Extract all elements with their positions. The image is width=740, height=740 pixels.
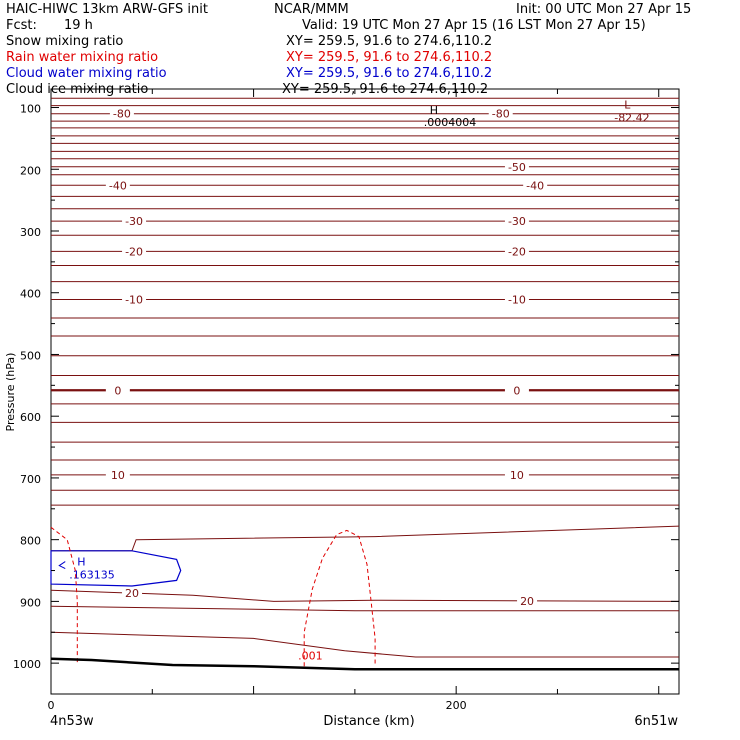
header-title: HAIC-HIWC 13km ARW-GFS init (6, 2, 208, 17)
header-init: Init: 00 UTC Mon 27 Apr 15 (516, 2, 691, 17)
endpoint-right: 6n51w (634, 714, 678, 729)
contour-label-24-1: 0 (513, 384, 520, 397)
field-name-rain: Rain water mixing ratio (6, 50, 158, 65)
field-name-cloud-water: Cloud water mixing ratio (6, 66, 167, 81)
contour-label-bg-24-1 (504, 384, 529, 397)
contour-label-bg-29-0 (105, 468, 130, 481)
field-xy-cloud-water: XY= 259.5, 91.6 to 274.6,110.2 (286, 66, 492, 81)
contour-label-19-1: -10 (508, 294, 526, 307)
field-xy-snow: XY= 259.5, 91.6 to 274.6,110.2 (286, 34, 492, 49)
contour-label-bg-11-1 (523, 179, 548, 192)
y-axis-label: Pressure (hPa) (4, 353, 17, 432)
contour-extra-label-bg-1-1 (517, 594, 538, 607)
contour-label-14-0: -30 (125, 215, 143, 228)
contour-label-14-1: -30 (508, 215, 526, 228)
snow-max-value: .0004004 (424, 116, 477, 129)
x-tick-label-1: 200 (446, 699, 467, 712)
contour-label-bg-14-0 (122, 215, 147, 228)
ground-surface-line (50, 657, 679, 671)
x-axis-label: Distance (km) (323, 714, 414, 729)
temp-min-value: -82.42 (614, 111, 649, 124)
y-tick-label-6: 700 (20, 473, 41, 486)
contour-label-16-0: -20 (125, 245, 143, 258)
contour-label-11-0: -40 (109, 179, 127, 192)
y-tick-label-1: 200 (20, 164, 41, 177)
header-fcst-label: Fcst: (6, 18, 37, 33)
header-valid: Valid: 19 UTC Mon 27 Apr 15 (16 LST Mon … (302, 18, 646, 33)
y-tick-label-4: 500 (20, 349, 41, 362)
contour-label-29-1: 10 (510, 469, 524, 482)
y-tick-label-9: 1000 (13, 658, 41, 671)
contour-extra-2 (50, 605, 679, 612)
contour-label-9-0: -50 (508, 161, 526, 174)
x-tick-label-0: 0 (48, 699, 55, 712)
contour-extra-label-1-0: 20 (125, 587, 139, 600)
contour-label-bg-9-0 (504, 160, 529, 173)
ground-line (50, 657, 679, 671)
y-tick-label-8: 900 (20, 596, 41, 609)
contour-label-bg-24-0 (105, 384, 130, 397)
header-fcst-value: 19 h (64, 18, 93, 33)
contour-label-16-1: -20 (508, 245, 526, 258)
cloud-water-max-label: H (77, 556, 85, 569)
contour-label-2-0: -80 (113, 108, 131, 121)
cloud-water-contour: H.163135 (50, 550, 182, 587)
contour-label-bg-19-0 (122, 293, 147, 306)
endpoint-left: 4n53w (50, 714, 94, 729)
y-tick-label-0: 100 (20, 103, 41, 116)
field-name-snow: Snow mixing ratio (6, 34, 123, 49)
extrema-marks: H.0004004 L-82.42 (424, 98, 650, 128)
y-tick-label-5: 600 (20, 411, 41, 424)
rain-water-label: .001 (298, 650, 323, 663)
snow-max-label: H (430, 104, 438, 117)
cloud-water-arrow (58, 561, 66, 570)
contour-label-24-0: 0 (114, 384, 121, 397)
contour-label-bg-14-1 (504, 215, 529, 228)
contour-extra-label-bg-1-0 (122, 587, 143, 600)
contour-label-bg-16-0 (122, 245, 147, 258)
header-org: NCAR/MMM (274, 2, 349, 17)
contour-extra-1 (50, 589, 680, 602)
y-tick-label-7: 800 (20, 535, 41, 548)
field-xy-rain: XY= 259.5, 91.6 to 274.6,110.2 (286, 50, 492, 65)
y-tick-label-3: 400 (20, 288, 41, 301)
plot-frame (50, 88, 680, 695)
cloud-water-outline (50, 550, 182, 587)
contour-label-bg-11-0 (105, 179, 130, 192)
contour-label-11-1: -40 (526, 179, 544, 192)
contour-extra-0 (51, 525, 680, 552)
temp-min-label: L (624, 98, 631, 111)
contour-label-bg-2-1 (488, 107, 513, 120)
rain-water-dome (303, 529, 376, 667)
contour-label-29-0: 10 (111, 469, 125, 482)
contour-label-19-0: -10 (125, 294, 143, 307)
rain-water-left-edge (50, 526, 78, 664)
cloud-water-max-value: .163135 (69, 569, 115, 582)
y-tick-label-2: 300 (20, 226, 41, 239)
contour-extra-label-1-1: 20 (520, 595, 534, 608)
contour-label-bg-2-0 (109, 107, 134, 120)
contour-extra-3 (50, 631, 679, 658)
contour-label-2-1: -80 (492, 108, 510, 121)
contour-label-bg-29-1 (504, 468, 529, 481)
rain-water-contour: .001 (50, 526, 376, 667)
contour-label-bg-19-1 (504, 293, 529, 306)
contour-label-bg-16-1 (504, 245, 529, 258)
temperature-contours: -80 -80-50-40 -40-30 -30-20 -20-10 -100 010 102… (50, 97, 680, 658)
